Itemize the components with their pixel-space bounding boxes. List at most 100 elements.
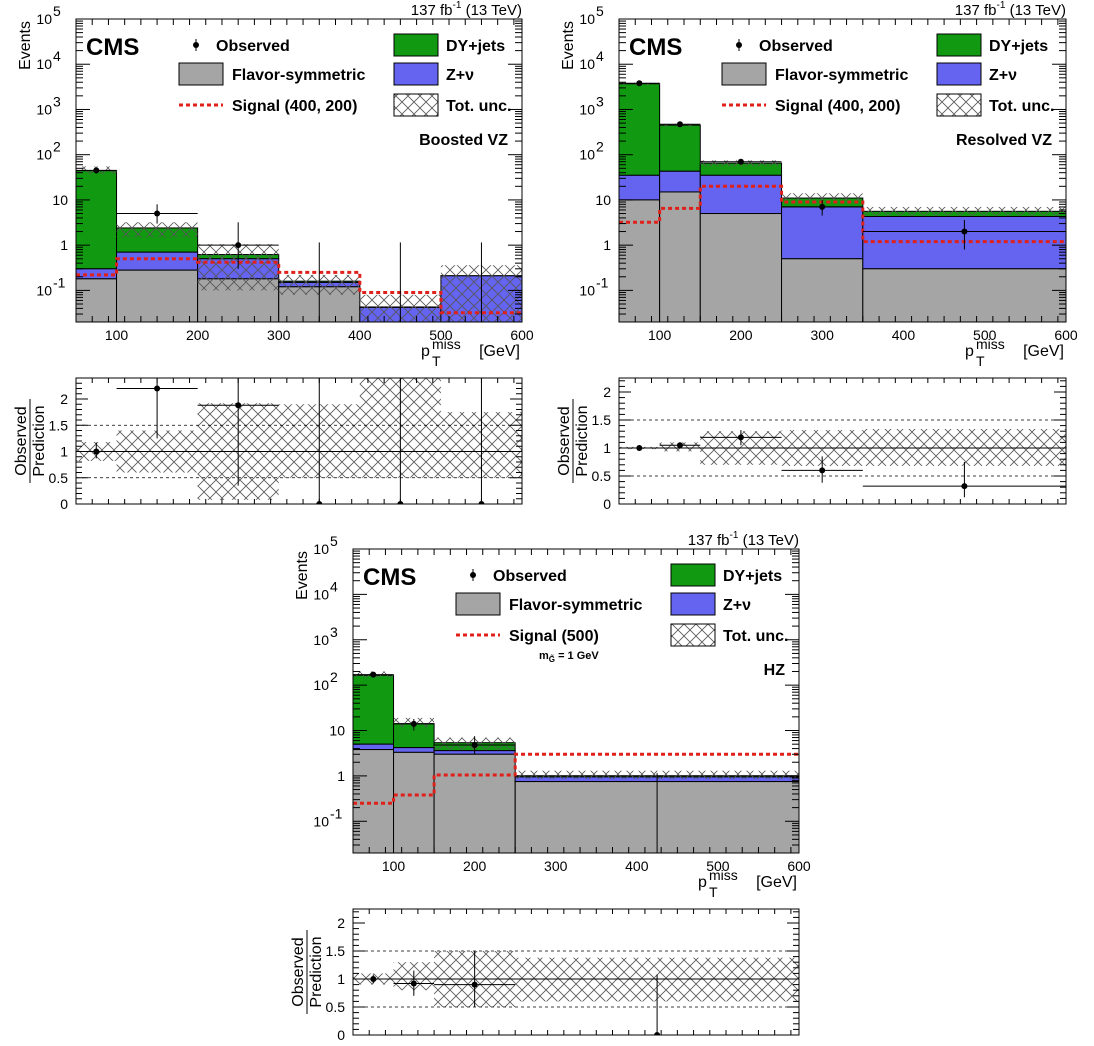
legend-unc: Tot. unc. [989, 98, 1054, 115]
ratio-point [410, 980, 417, 987]
ratio-area [619, 419, 1066, 498]
y-tick-exp: -1 [53, 274, 66, 290]
plot-area [76, 166, 522, 322]
legend-signal: Signal (400, 200) [775, 98, 900, 115]
flavor-bar [781, 258, 864, 322]
region-label: HZ [764, 662, 786, 679]
lumi-tail: (13 TeV) [461, 2, 522, 19]
y-tick-exp: 2 [53, 139, 61, 155]
dy-bar [619, 83, 661, 176]
legend-flavor: Flavor-symmetric [775, 67, 908, 84]
lumi-tail: (13 TeV) [738, 532, 799, 549]
y-tick-label: 10 [36, 56, 52, 72]
ratio-title-den: Prediction [574, 405, 591, 476]
ratio-point [471, 981, 478, 988]
signal-line [353, 752, 799, 805]
ratio-area [76, 378, 522, 504]
lumi-exp: -1 [730, 530, 739, 541]
legend-observed: Observed [216, 38, 290, 55]
legend-dy-swatch [393, 33, 439, 57]
legend-znu-swatch [393, 62, 439, 86]
ratio-title-den: Prediction [31, 405, 48, 476]
x-tick-label: 100 [648, 327, 672, 343]
region-label: Boosted VZ [419, 132, 508, 149]
flavor-bar [862, 268, 1066, 322]
flavor-bar [116, 269, 199, 322]
lumi-exp: -1 [453, 0, 462, 11]
cms-label: CMS [363, 564, 416, 591]
x-tick-label: 200 [186, 327, 210, 343]
x-title-sub: T [976, 353, 985, 369]
legend-dy: DY+jets [989, 38, 1048, 55]
x-tick-label: 600 [1054, 327, 1078, 343]
lumi-value: 137 fb [955, 2, 997, 19]
ratio-point [819, 467, 826, 474]
ratio-frame [618, 377, 1067, 505]
x-tick-label: 300 [544, 858, 568, 874]
flavor-bar [659, 191, 701, 322]
ratio-y-title: Observed Prediction [556, 399, 591, 483]
x-title-unit: [GeV] [479, 343, 520, 360]
x-tick-label: 300 [811, 327, 835, 343]
unc-band [781, 193, 863, 200]
flavor-bar [353, 749, 395, 853]
unc-band [862, 206, 1066, 216]
y-tick-exp: 2 [330, 669, 338, 685]
obs-point [370, 671, 377, 678]
obs-point [471, 741, 478, 748]
x-title-sup: miss [976, 336, 1005, 352]
x-tick-label: 100 [382, 858, 406, 874]
ratio-area [353, 950, 799, 1035]
x-title-p: p [965, 343, 974, 360]
y-tick-label: 10 [313, 586, 329, 602]
ratio-point [737, 434, 744, 441]
legend-obs-marker [470, 572, 476, 578]
lumi-label: 137 fb-1 (13 TeV) [688, 530, 799, 549]
x-title-sup: miss [432, 336, 461, 352]
znu-bar [699, 174, 783, 215]
dy-bar [76, 170, 118, 270]
ratio-y-tick-label: 1.5 [592, 412, 612, 428]
main-frame [352, 548, 800, 854]
y-tick-label: 1 [603, 237, 611, 253]
ratio-frame [352, 908, 800, 1036]
legend-unc: Tot. unc. [723, 628, 788, 645]
ratio-y-title: Observed Prediction [290, 930, 325, 1014]
unc-band [116, 222, 198, 238]
legend-obs-marker [736, 42, 742, 48]
x-tick-label: 600 [787, 858, 811, 874]
x-tick-label: 600 [510, 327, 534, 343]
ratio-title-num: Observed [556, 406, 573, 475]
ratio-point [154, 385, 161, 392]
obs-point [737, 158, 744, 165]
flavor-bar [393, 751, 435, 853]
cms-label: CMS [86, 34, 139, 61]
y-axis-title: Events [294, 551, 311, 600]
obs-point [235, 242, 242, 249]
ratio-point [961, 483, 968, 490]
lumi-label: 137 fb-1 (13 TeV) [411, 0, 522, 19]
y-tick-exp: 5 [596, 3, 604, 19]
obs-point [636, 80, 643, 87]
legend-observed: Observed [759, 38, 833, 55]
legend-dy-swatch [936, 33, 982, 57]
ratio-y-tick-label: 0.5 [326, 999, 346, 1015]
legend-dy-swatch [670, 563, 716, 587]
y-tick-exp: -1 [330, 805, 343, 821]
legend-unc-swatch [936, 93, 982, 117]
plot-area [619, 80, 1066, 322]
note-m: m [539, 650, 549, 662]
y-tick-label: 10 [595, 192, 611, 208]
y-tick-label: 10 [36, 101, 52, 117]
note-sub: G̃ [549, 655, 555, 664]
legend-unc-swatch [670, 623, 716, 647]
legend-znu: Z+ν [989, 67, 1017, 84]
cms-label: CMS [629, 34, 682, 61]
y-tick-exp: 4 [53, 48, 61, 64]
ratio-y-tick-label: 0 [603, 496, 611, 512]
ratio-point [654, 1032, 661, 1035]
main-frame [618, 18, 1067, 323]
obs-point [819, 203, 826, 210]
